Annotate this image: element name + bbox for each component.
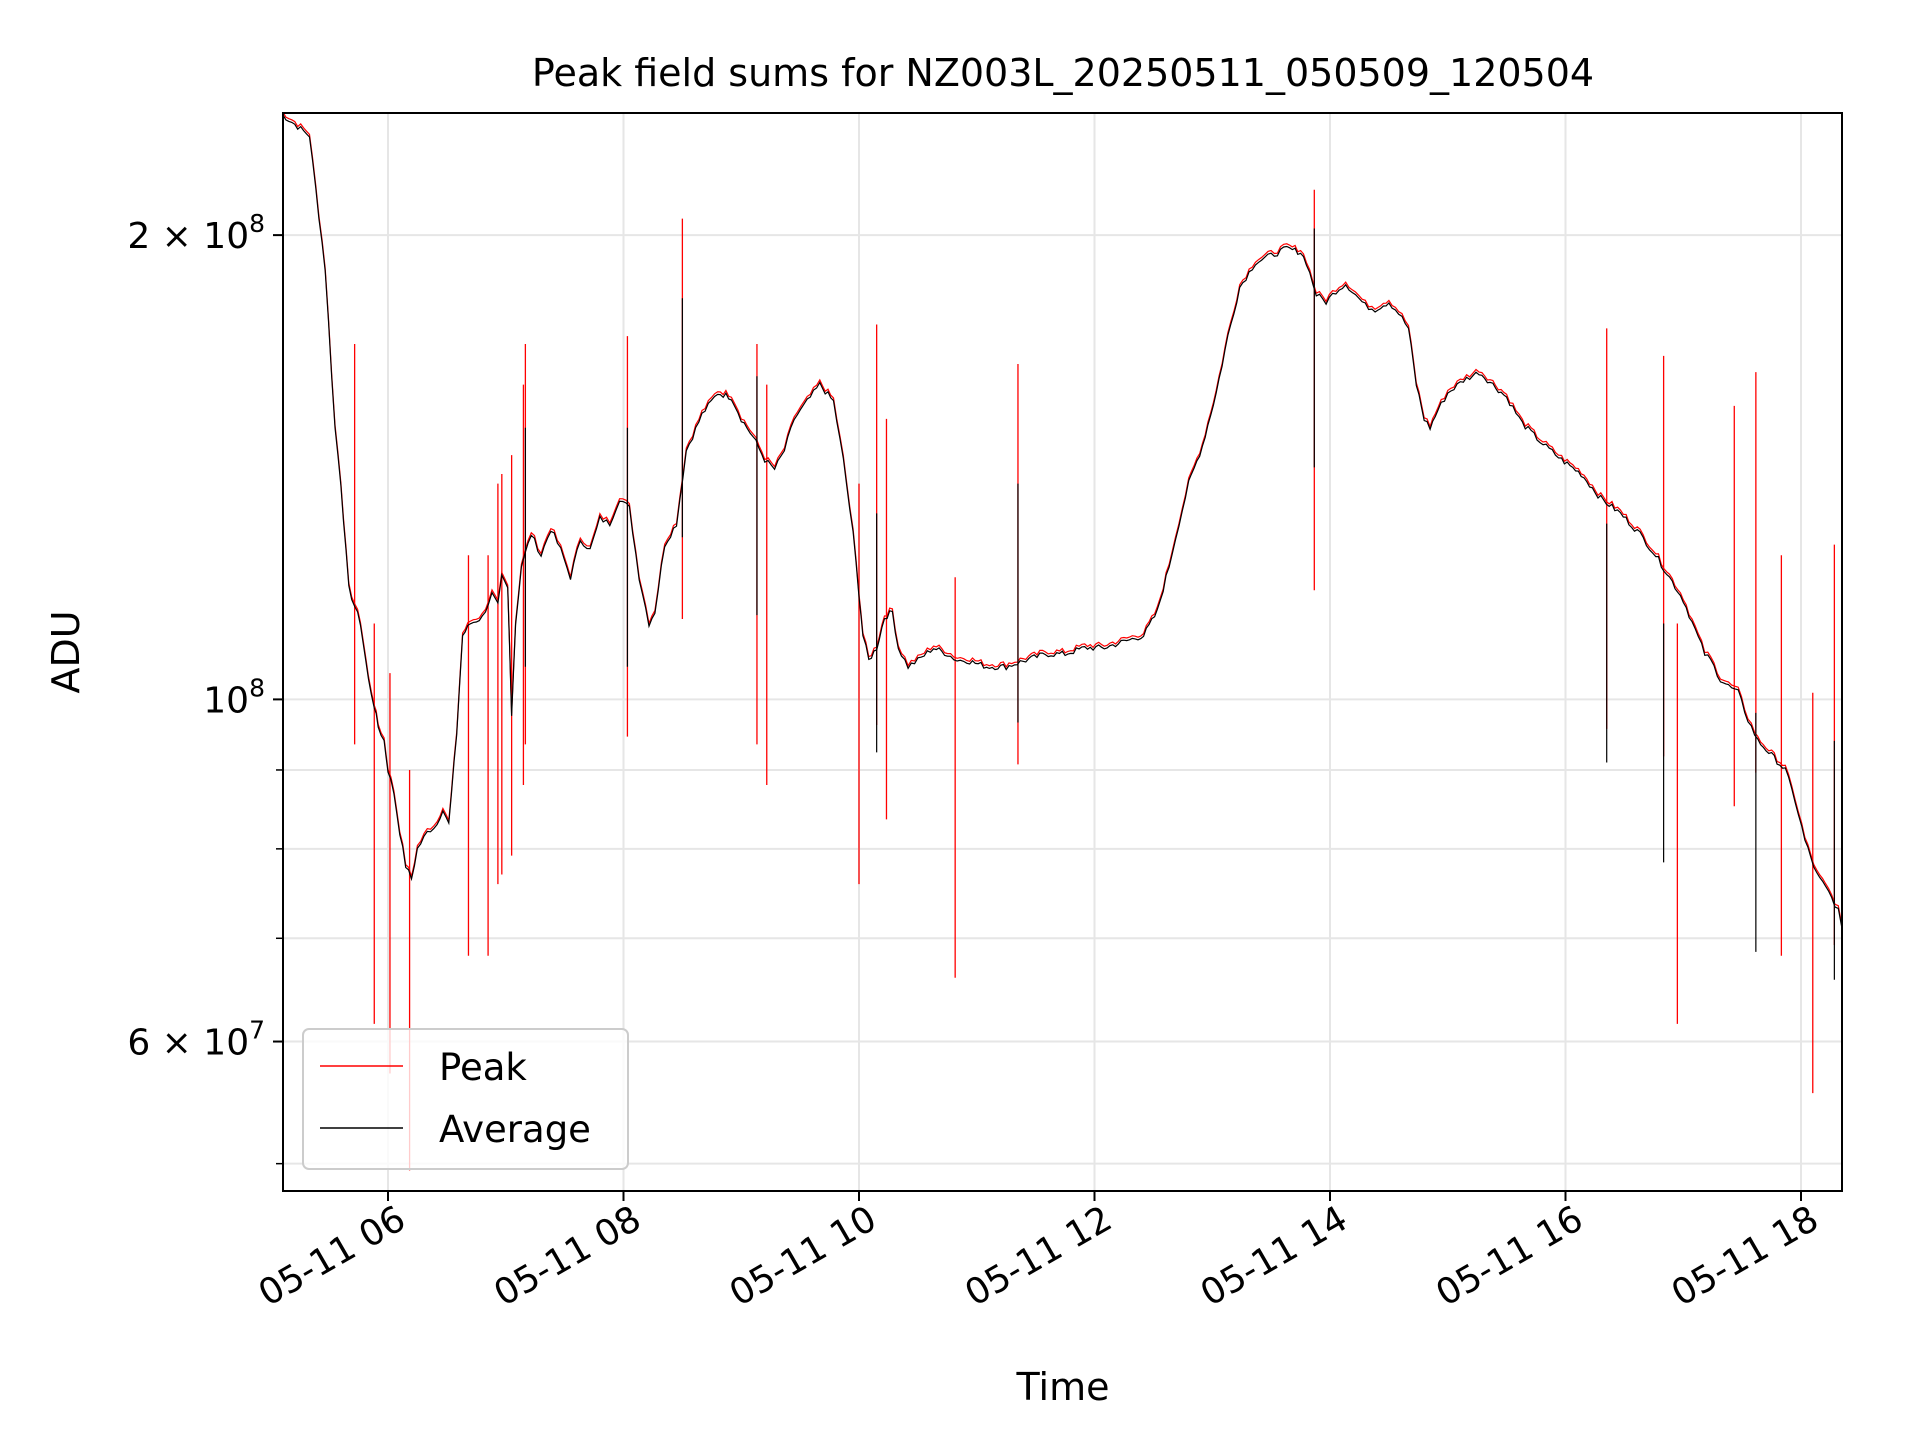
- series-peak-line: [283, 113, 1842, 932]
- legend-box: [302, 1028, 629, 1170]
- axes-frame: [282, 112, 1843, 1192]
- y-axis-label: ADU: [44, 610, 88, 693]
- legend-average-label: Average: [439, 1108, 591, 1151]
- y-tick-label: 108: [203, 673, 265, 721]
- chart-title: Peak field sums for NZ003L_20250511_0505…: [532, 51, 1594, 95]
- y-tick-label: 6 × 107: [127, 1016, 265, 1064]
- y-tick-label: 2 × 108: [127, 209, 265, 257]
- legend-peak-label: Peak: [439, 1046, 527, 1089]
- grid: [283, 113, 1842, 1191]
- x-axis-label: Time: [1016, 1365, 1110, 1409]
- series-average-line: [283, 114, 1842, 935]
- series-layer: [283, 113, 1842, 1171]
- legend: Peak Average: [302, 1028, 629, 1170]
- plot-area: [282, 112, 1843, 1192]
- y-axis: 6 × 107 108 2 × 108: [127, 209, 283, 1165]
